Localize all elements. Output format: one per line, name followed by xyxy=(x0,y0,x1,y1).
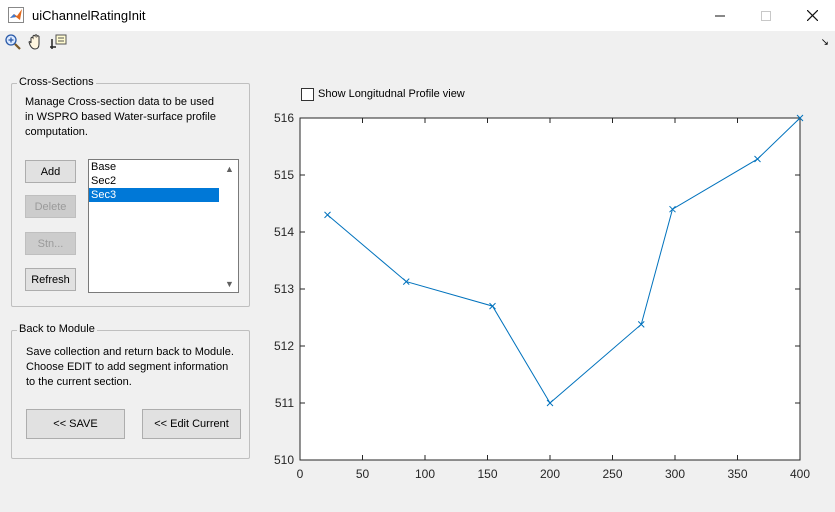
data-point-marker xyxy=(669,205,676,213)
x-tick-label: 350 xyxy=(727,467,747,481)
minimize-icon xyxy=(715,15,725,16)
y-tick-label: 510 xyxy=(274,453,294,467)
x-tick-label: 300 xyxy=(665,467,685,481)
data-point-marker xyxy=(324,211,331,219)
cross-section-listbox[interactable]: Base Sec2 Sec3 ▲ ▼ xyxy=(88,159,239,293)
scroll-up-icon[interactable]: ▲ xyxy=(225,163,234,174)
data-point-marker xyxy=(546,399,554,407)
data-point-marker xyxy=(796,114,804,122)
data-cursor-icon xyxy=(50,34,67,49)
x-tick-label: 100 xyxy=(415,467,435,481)
list-item[interactable]: Base xyxy=(91,161,117,173)
y-tick-label: 515 xyxy=(274,168,294,182)
data-point-marker xyxy=(754,155,761,163)
cross-sections-title: Cross-Sections xyxy=(17,76,96,88)
y-tick-label: 514 xyxy=(274,225,294,239)
list-item[interactable]: Sec2 xyxy=(91,175,117,187)
scroll-down-icon[interactable]: ▼ xyxy=(225,278,234,289)
figure-toolbar: ↘ xyxy=(0,31,835,53)
data-cursor-tool[interactable] xyxy=(50,33,68,51)
list-item-selected[interactable]: Sec3 xyxy=(89,188,219,202)
close-icon xyxy=(806,10,818,21)
plot-area xyxy=(299,117,801,461)
save-button[interactable]: << SAVE xyxy=(26,409,125,439)
window-title: uiChannelRatingInit xyxy=(32,8,146,23)
x-tick-label: 0 xyxy=(297,467,304,481)
pan-tool[interactable] xyxy=(27,33,45,51)
longitudinal-profile-checkbox[interactable] xyxy=(301,88,314,101)
cross-sections-description: Manage Cross-section data to be used in … xyxy=(25,95,216,140)
description-line: to the current section. xyxy=(26,376,132,388)
back-to-module-description: Save collection and return back to Modul… xyxy=(26,345,234,390)
data-point-marker xyxy=(637,320,645,328)
close-button[interactable] xyxy=(789,0,835,31)
back-to-module-title: Back to Module xyxy=(17,323,97,335)
x-tick-label: 150 xyxy=(477,467,497,481)
data-point-marker xyxy=(489,302,496,310)
maximize-button[interactable] xyxy=(743,0,789,31)
matlab-app-icon xyxy=(8,7,24,23)
y-tick-label: 513 xyxy=(274,282,294,296)
x-tick-label: 400 xyxy=(790,467,810,481)
minimize-button[interactable] xyxy=(697,0,743,31)
add-button[interactable]: Add xyxy=(25,160,76,183)
back-to-module-panel: Back to Module Save collection and retur… xyxy=(11,323,250,459)
description-line: Choose EDIT to add segment information xyxy=(26,361,229,373)
x-tick-label: 200 xyxy=(540,467,560,481)
description-line: Manage Cross-section data to be used xyxy=(25,96,214,108)
title-bar: uiChannelRatingInit xyxy=(0,0,835,31)
longitudinal-profile-label[interactable]: Show Longitudnal Profile view xyxy=(318,88,465,100)
maximize-icon xyxy=(761,10,771,21)
pan-hand-icon xyxy=(28,34,40,50)
edit-current-button[interactable]: << Edit Current xyxy=(142,409,241,439)
cross-sections-panel: Cross-Sections Manage Cross-section data… xyxy=(11,76,250,307)
stn-button[interactable]: Stn... xyxy=(25,232,76,255)
x-tick-label: 250 xyxy=(602,467,622,481)
delete-button[interactable]: Delete xyxy=(25,195,76,218)
toolbar-expand-icon[interactable]: ↘ xyxy=(820,37,829,48)
zoom-in-tool[interactable] xyxy=(4,33,22,51)
description-line: computation. xyxy=(25,126,88,138)
x-tick-label: 50 xyxy=(356,467,370,481)
series-line xyxy=(327,117,801,404)
description-line: in WSPRO based Water-surface profile xyxy=(25,111,216,123)
y-tick-label: 516 xyxy=(274,111,294,125)
data-point-marker xyxy=(402,278,410,285)
refresh-button[interactable]: Refresh xyxy=(25,268,76,291)
y-tick-label: 511 xyxy=(275,396,294,410)
y-tick-label: 512 xyxy=(274,339,294,353)
listbox-scrollbar[interactable]: ▲ ▼ xyxy=(221,160,238,292)
description-line: Save collection and return back to Modul… xyxy=(26,346,234,358)
zoom-in-icon xyxy=(5,34,21,50)
